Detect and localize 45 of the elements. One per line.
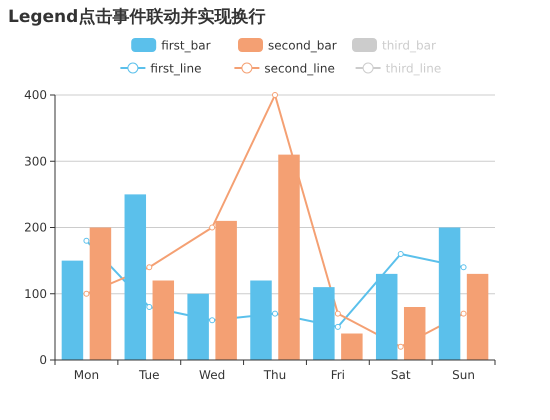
legend-label: second_bar	[268, 38, 337, 52]
point	[460, 264, 467, 270]
bar	[187, 294, 209, 360]
y-tick-label: 100	[24, 286, 47, 301]
y-tick-label: 400	[24, 88, 47, 102]
bar	[278, 154, 300, 360]
point	[334, 324, 341, 330]
bar	[124, 194, 146, 360]
bar	[313, 287, 335, 360]
point	[272, 310, 278, 317]
y-tick-label: 300	[24, 154, 47, 168]
point	[83, 290, 90, 297]
point	[334, 310, 341, 317]
point	[83, 238, 90, 244]
point	[398, 344, 404, 350]
x-tick-label: Mon	[74, 368, 100, 382]
x-tick-label: Wed	[199, 368, 226, 382]
bar	[90, 228, 112, 360]
y-tick-label: 0	[39, 353, 47, 367]
bar	[404, 307, 426, 360]
bar	[466, 274, 488, 360]
x-tick-label: Fri	[330, 368, 346, 382]
x-tick-label: Sun	[452, 368, 475, 382]
bar	[215, 220, 237, 360]
bar	[341, 334, 363, 360]
point	[460, 310, 467, 317]
point	[209, 224, 216, 230]
point	[209, 317, 216, 324]
point	[146, 304, 152, 310]
point	[398, 251, 404, 257]
y-tick-label: 200	[24, 220, 47, 234]
bar	[152, 280, 174, 360]
x-tick-label: Tue	[138, 368, 160, 382]
x-tick-label: Thu	[262, 368, 286, 382]
bar	[250, 280, 272, 360]
point	[272, 92, 278, 98]
point	[146, 264, 152, 270]
x-tick-label: Sat	[390, 368, 411, 382]
bar	[376, 274, 398, 360]
bar	[438, 228, 460, 360]
legend-label: first_bar	[161, 38, 211, 52]
chart-title: Legend点击事件联动并实现换行	[8, 7, 266, 27]
bar	[62, 260, 84, 360]
legend-label: second_line	[264, 62, 335, 76]
legend-label: first_line	[150, 62, 202, 76]
